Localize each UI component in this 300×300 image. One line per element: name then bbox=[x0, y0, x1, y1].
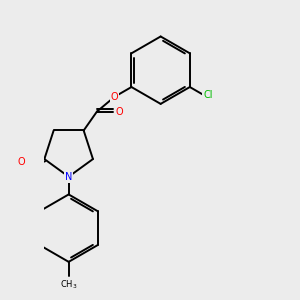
Text: O: O bbox=[18, 157, 25, 167]
Text: Cl: Cl bbox=[203, 90, 213, 100]
Text: N: N bbox=[65, 172, 72, 182]
Text: O: O bbox=[116, 106, 123, 117]
Text: O: O bbox=[111, 92, 119, 102]
Text: CH$_3$: CH$_3$ bbox=[60, 279, 77, 291]
